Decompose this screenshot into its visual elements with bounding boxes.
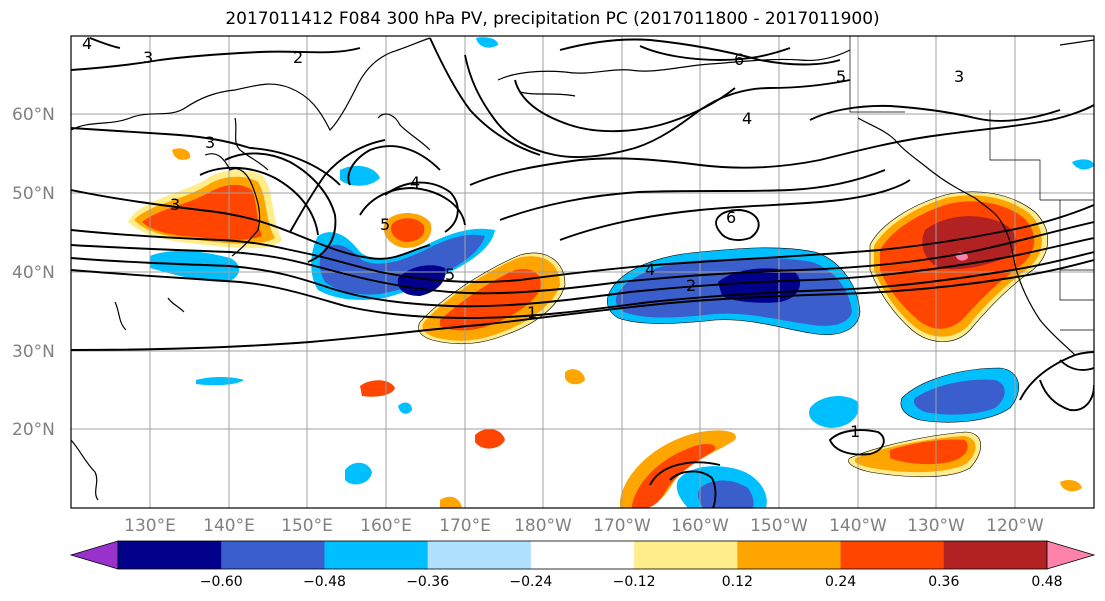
contour-label: 5 [445, 265, 455, 284]
precip-negative-japan-south [150, 250, 240, 282]
colorbar-cell [634, 541, 738, 569]
contour-label: 2 [686, 276, 696, 295]
colorbar-tick-label: −0.60 [200, 574, 243, 590]
precip-outlines [418, 191, 1049, 478]
colorbar-cell [427, 541, 532, 569]
colorbar-extend-high [1046, 540, 1096, 570]
precip-small-blob-11 [172, 148, 191, 160]
colorbar-tick-label: 0.48 [1031, 574, 1062, 590]
colorbar-tick-label: 0.12 [722, 574, 753, 590]
lon-label: 170°E [439, 516, 491, 536]
colorbar-cell [737, 541, 842, 569]
precip-negative-se-1-mid [913, 379, 1005, 415]
precip-positive-japan-red [142, 184, 262, 240]
lat-label-40n: 40°N [12, 263, 55, 283]
colorbar-tick-label: −0.48 [303, 574, 346, 590]
latitude-labels: 60°N 50°N 40°N 30°N 20°N [12, 105, 55, 440]
political-borders [849, 36, 1094, 331]
contour-label: 3 [205, 133, 215, 152]
precip-negative-nw-pacific-mid [319, 234, 485, 295]
colorbar-cell [840, 541, 945, 569]
lat-label-30n: 30°N [12, 342, 55, 362]
precip-negative-south-mid [697, 480, 754, 508]
lon-label: 130°W [907, 516, 965, 536]
precip-small-blob-4 [345, 462, 372, 485]
precip-positive-se-red [890, 439, 968, 465]
graticule [71, 36, 1094, 508]
colorbar-cell [118, 541, 222, 569]
colorbar-cell [324, 541, 429, 569]
lat-label-50n: 50°N [12, 184, 55, 204]
precip-anomaly-shading [128, 37, 1094, 508]
lat-label-60n: 60°N [12, 105, 55, 125]
contour-label: 4 [82, 34, 92, 53]
lon-label: 170°W [593, 516, 651, 536]
colorbar-extend-low [69, 540, 119, 570]
precip-small-blob-2 [565, 369, 585, 385]
lon-label: 140°E [203, 516, 255, 536]
precip-small-blob-6 [398, 402, 412, 414]
longitude-labels: 130°E 140°E 150°E 160°E 170°E 180°W 170°… [124, 516, 1044, 536]
lon-label: 160°E [360, 516, 412, 536]
colorbar-ticks: −0.60 −0.48 −0.36 −0.24 −0.12 0.12 0.24 0.36 0.4… [200, 574, 1063, 590]
colorbar-cell [221, 541, 325, 569]
precip-small-blob-8 [1072, 159, 1094, 170]
contour-label: 6 [726, 208, 736, 227]
precip-negative-se-2 [809, 396, 859, 428]
lon-label: 130°E [124, 516, 176, 536]
lon-label: 180°W [514, 516, 572, 536]
contour-label: 3 [170, 195, 180, 214]
contour-label: 5 [380, 215, 390, 234]
lat-label-20n: 20°N [12, 420, 55, 440]
colorbar-tick-label: −0.36 [406, 574, 449, 590]
pv-contours [71, 37, 1094, 508]
colorbar-tick-label: 0.36 [928, 574, 959, 590]
pv-contour-labels: 4 3 2 6 5 3 4 3 3 5 4 6 4 2 1 5 1 [82, 34, 964, 441]
colorbar-cell [530, 541, 635, 569]
precip-small-blob-7 [1060, 480, 1082, 492]
colorbar-cells [117, 540, 1048, 570]
lon-label: 120°W [986, 516, 1044, 536]
contour-label: 5 [836, 67, 846, 86]
contour-label: 4 [645, 260, 655, 279]
contour-label: 3 [954, 67, 964, 86]
contour-label: 4 [410, 173, 420, 192]
precip-small-blob-12 [440, 496, 462, 508]
lon-label: 150°W [750, 516, 808, 536]
contour-label: 1 [527, 303, 537, 322]
map-layers: 4 3 2 6 5 3 4 3 3 5 4 6 4 2 1 5 1 [71, 34, 1094, 508]
contour-label: 4 [742, 109, 752, 128]
contour-label: 6 [734, 50, 744, 69]
precip-positive-small-1-red [390, 218, 425, 242]
precip-negative-nw-pacific-dark [397, 265, 446, 296]
lon-label: 160°W [671, 516, 729, 536]
chart-title: 2017011412 F084 300 hPa PV, precipitatio… [225, 9, 880, 29]
precip-small-blob-3 [475, 428, 505, 449]
lon-label: 150°E [281, 516, 333, 536]
contour-label: 2 [293, 48, 303, 67]
precip-small-blob-5 [196, 377, 244, 386]
contour-label: 3 [143, 48, 153, 67]
colorbar-tick-label: 0.24 [825, 574, 856, 590]
colorbar: −0.60 −0.48 −0.36 −0.24 −0.12 0.12 0.24 0.36 0.4… [69, 540, 1096, 590]
map-frame [70, 35, 1095, 509]
contour-label: 1 [850, 422, 860, 441]
precip-small-blob-9 [476, 37, 498, 48]
colorbar-tick-label: −0.12 [613, 574, 656, 590]
colorbar-cell [943, 541, 1048, 569]
lon-label: 140°W [829, 516, 887, 536]
colorbar-tick-label: −0.24 [509, 574, 552, 590]
